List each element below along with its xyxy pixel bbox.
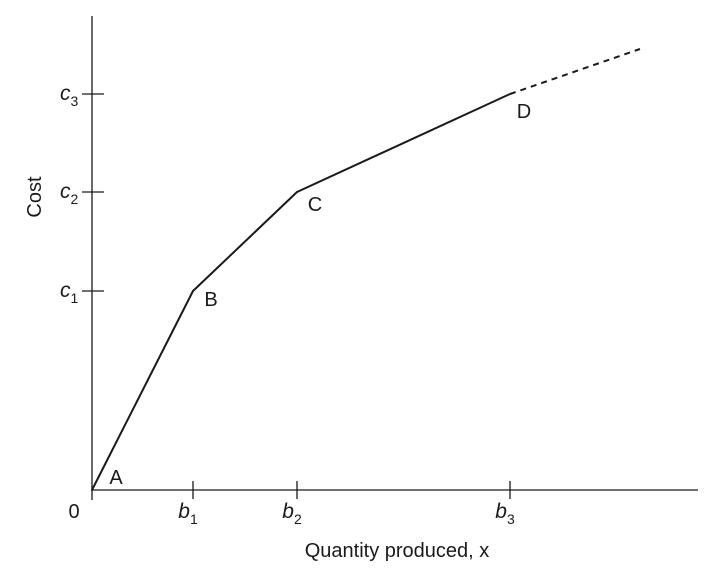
x-tick-subscript: 2 (294, 511, 302, 527)
labels: A B C D (109, 101, 531, 489)
x-axis-label: Quantity produced, x (305, 540, 490, 562)
x-tick-label: b1 (178, 500, 198, 527)
origin-label: 0 (68, 501, 79, 523)
cost-segment-CD (296, 93, 511, 193)
y-tick-label: c2 (60, 180, 79, 207)
cost-series (91, 48, 641, 491)
y-tick-subscript: 3 (71, 93, 79, 109)
x-tick-base: b (178, 500, 190, 523)
point-label-d: D (517, 101, 531, 123)
point-label-a: A (109, 467, 123, 489)
cost-segment-BC (192, 191, 298, 292)
y-tick-label: c3 (60, 82, 79, 109)
y-tick-subscript: 2 (71, 191, 79, 207)
x-tick-label: b3 (495, 500, 515, 527)
x-tick-label: b2 (282, 500, 302, 527)
axes (91, 16, 698, 500)
y-tick-base: c (60, 279, 71, 302)
y-tick-label: c1 (60, 279, 79, 306)
x-tick-subscript: 1 (190, 511, 198, 527)
y-tick-subscript: 1 (71, 290, 79, 306)
x-tick-base: b (495, 500, 507, 523)
cost-extension-dashed (509, 48, 641, 95)
x-tick-base: b (282, 500, 294, 523)
point-label-c: C (308, 194, 322, 216)
y-axis-label: Cost (24, 176, 46, 218)
y-tick-base: c (60, 82, 71, 105)
y-tick-base: c (60, 180, 71, 203)
point-label-b: B (204, 289, 217, 311)
x-tick-subscript: 3 (507, 511, 515, 527)
cost-segment-AB (91, 290, 194, 491)
